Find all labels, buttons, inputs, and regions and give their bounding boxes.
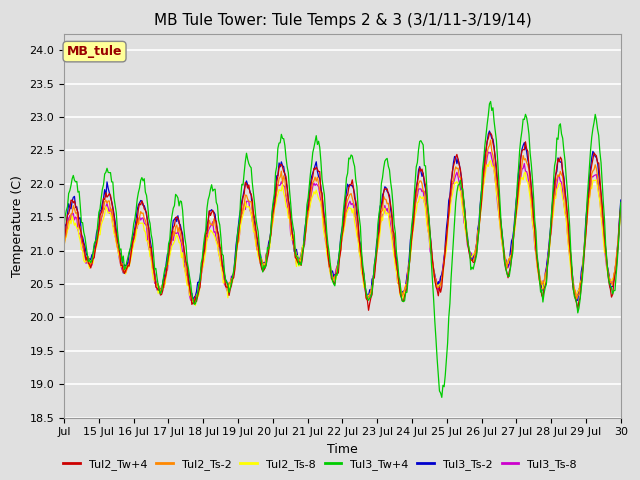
Tul2_Tw+4 [373,248,381,254]
Tul2_Ts-8 [373,247,381,253]
Line: Tul3_Tw+4: Tul3_Tw+4 [64,101,621,397]
Tul3_Ts-8 [617,206,625,212]
Y-axis label: Temperature (C): Temperature (C) [11,175,24,276]
Tul3_Tw+4 [568,264,576,270]
Tul2_Ts-2 [617,205,625,211]
Tul3_Ts-2 [234,233,241,239]
Tul3_Ts-2 [372,253,380,259]
Tul3_Ts-8 [484,149,492,155]
Tul2_Tw+4 [470,260,478,265]
Tul2_Tw+4 [487,130,495,136]
Tul2_Tw+4 [399,299,407,304]
Tul2_Ts-8 [470,251,478,256]
Tul3_Ts-8 [296,260,304,266]
Tul2_Ts-2 [296,256,304,262]
Tul2_Ts-8 [60,244,68,250]
Line: Tul3_Ts-2: Tul3_Ts-2 [64,131,621,300]
Tul3_Ts-2 [486,128,493,134]
Line: Tul3_Ts-8: Tul3_Ts-8 [64,152,621,301]
Tul2_Ts-8 [191,302,199,308]
Tul3_Ts-2 [295,256,303,262]
Tul2_Ts-2 [234,239,242,245]
Tul3_Tw+4 [295,262,303,268]
Tul3_Ts-8 [191,299,199,304]
Tul3_Ts-2 [567,258,575,264]
Tul3_Ts-2 [399,289,406,295]
Legend: Tul2_Tw+4, Tul2_Ts-2, Tul2_Ts-8, Tul3_Tw+4, Tul3_Ts-2, Tul3_Ts-8: Tul2_Tw+4, Tul2_Ts-2, Tul2_Ts-8, Tul3_Tw… [59,455,581,474]
Tul2_Ts-2 [568,269,576,275]
Text: MB_tule: MB_tule [67,45,122,58]
Tul2_Tw+4 [295,260,303,265]
Tul2_Ts-2 [470,254,478,260]
Tul2_Ts-2 [487,137,495,143]
Tul3_Ts-8 [399,291,407,297]
Tul3_Ts-2 [573,298,580,303]
Tul2_Tw+4 [234,242,241,248]
Line: Tul2_Ts-2: Tul2_Ts-2 [64,140,621,301]
Tul2_Ts-8 [399,297,407,303]
Tul2_Ts-8 [617,209,625,215]
Tul3_Tw+4 [470,261,478,267]
Tul3_Ts-2 [617,197,625,203]
Tul3_Ts-8 [470,252,478,258]
Tul3_Ts-8 [60,243,68,249]
Line: Tul2_Ts-8: Tul2_Ts-8 [64,161,621,305]
Tul3_Tw+4 [60,225,68,230]
Tul2_Ts-8 [568,276,576,282]
Tul2_Tw+4 [60,237,68,242]
Tul2_Ts-2 [399,290,407,296]
X-axis label: Time: Time [327,443,358,456]
Tul3_Tw+4 [372,255,380,261]
Tul2_Ts-8 [487,158,495,164]
Tul3_Tw+4 [487,98,495,104]
Tul2_Ts-2 [60,240,68,246]
Tul2_Ts-2 [189,299,197,304]
Tul3_Ts-8 [373,247,381,253]
Tul3_Tw+4 [617,199,625,205]
Tul3_Ts-2 [469,256,477,262]
Tul2_Ts-2 [373,252,381,258]
Tul3_Ts-8 [568,270,576,276]
Tul3_Tw+4 [234,234,241,240]
Line: Tul2_Tw+4: Tul2_Tw+4 [64,133,621,310]
Tul3_Ts-8 [234,240,242,245]
Tul2_Ts-8 [234,240,242,246]
Tul3_Ts-2 [60,238,68,243]
Title: MB Tule Tower: Tule Temps 2 & 3 (3/1/11-3/19/14): MB Tule Tower: Tule Temps 2 & 3 (3/1/11-… [154,13,531,28]
Tul2_Tw+4 [365,307,372,313]
Tul3_Tw+4 [438,395,445,400]
Tul2_Tw+4 [617,204,625,209]
Tul3_Tw+4 [399,298,406,304]
Tul2_Tw+4 [568,274,576,280]
Tul2_Ts-8 [296,263,304,268]
